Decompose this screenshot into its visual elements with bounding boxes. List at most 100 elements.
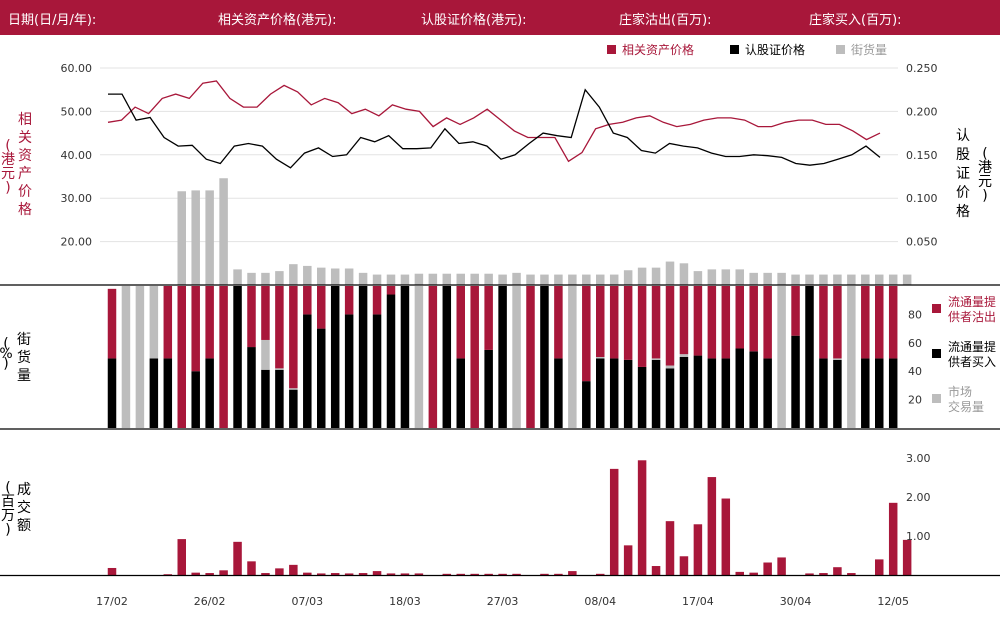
turnover-tick-label: 2.00 <box>906 491 931 504</box>
bought-bar <box>456 358 465 428</box>
axis-title-char: 量 <box>17 368 31 384</box>
header-date-label: 日期(日/月/年): <box>8 13 97 28</box>
sold-bar <box>665 286 675 366</box>
legend-label: 认股证价格 <box>745 42 805 57</box>
axis-title-char: 格 <box>18 202 32 218</box>
sold-bar <box>163 286 173 359</box>
outstanding-bar <box>651 267 661 285</box>
sold-bar <box>428 286 438 428</box>
bought-bar <box>721 358 731 428</box>
legend-swatch <box>932 349 941 358</box>
header-underlying-price-label: 相关资产价格(港元): <box>218 13 337 28</box>
bought-bar <box>637 366 647 428</box>
left-tick-label: 50.00 <box>61 105 93 118</box>
turnover-axis-unit: (百万) <box>1 480 15 538</box>
axis-title-char: ( <box>3 336 8 352</box>
x-tick-label: 27/03 <box>487 595 519 608</box>
turnover-bar <box>805 573 814 575</box>
left-tick-label: 60.00 <box>61 62 93 75</box>
bought-bar <box>651 359 661 428</box>
bought-bar <box>861 358 870 428</box>
outstanding-bar <box>261 272 270 285</box>
right-tick-label: 0.150 <box>906 149 938 162</box>
turnover-bar <box>609 468 619 575</box>
turnover-bar <box>888 502 898 575</box>
pct-tick-label: 60 <box>908 337 922 350</box>
left-tick-label: 30.00 <box>61 192 93 205</box>
sold-bar <box>275 286 284 369</box>
turnover-bar <box>470 573 479 575</box>
turnover-bar <box>721 498 731 575</box>
bought-bar <box>888 358 898 428</box>
legend-swatch <box>730 45 739 54</box>
axis-title-char: % <box>0 346 13 362</box>
market-bar <box>414 286 424 428</box>
turnover-bar <box>847 573 856 575</box>
axis-title-char: ( <box>982 146 987 162</box>
bought-bar <box>875 358 884 428</box>
outstanding-bar <box>484 273 493 285</box>
sold-bar <box>707 286 717 359</box>
sold-bar <box>596 286 605 357</box>
sold-bar <box>372 286 382 315</box>
x-tick-label: 08/04 <box>584 595 616 608</box>
outstanding-bar <box>791 274 800 285</box>
outstanding-bar <box>721 269 731 285</box>
axis-title-char: 百 <box>1 494 15 510</box>
market-bar <box>261 339 270 370</box>
turnover-bar <box>777 557 786 575</box>
bought-bar <box>107 358 117 428</box>
x-tick-label: 17/04 <box>682 595 714 608</box>
bought-bar <box>833 359 842 428</box>
turnover-bar <box>651 566 661 575</box>
outstanding-bar <box>512 272 521 285</box>
axis-title-char: 交 <box>17 499 31 516</box>
turnover-bar <box>833 567 842 575</box>
legend-label-line1: 市场 <box>948 384 972 399</box>
bought-bar <box>344 314 354 428</box>
outstanding-bar <box>707 269 717 285</box>
sold-bar <box>833 286 842 359</box>
sold-bar <box>344 286 354 315</box>
legend-label-line1: 流通量提 <box>948 294 996 309</box>
bought-bar <box>303 314 312 428</box>
outstanding-bar <box>233 269 242 285</box>
sold-bar <box>107 288 117 359</box>
left-axis-unit: (港元) <box>1 138 15 196</box>
outstanding-bar <box>247 272 256 285</box>
sold-bar <box>637 286 647 367</box>
sold-bar <box>470 286 479 428</box>
turnover-bar <box>819 573 828 575</box>
outstanding-panel: 80 60 40 20 街货量 (%) <box>0 286 1000 430</box>
bought-bar <box>163 358 173 428</box>
turnover-bar <box>498 573 507 575</box>
sold-bar <box>317 286 326 329</box>
outstanding-bar <box>498 274 507 285</box>
outstanding-bar <box>289 264 298 285</box>
outstanding-bar <box>400 274 410 285</box>
bought-bar <box>191 371 200 428</box>
sold-bar <box>261 286 270 340</box>
bought-bar <box>400 286 410 428</box>
bought-bar <box>554 358 563 428</box>
turnover-bar <box>261 573 270 575</box>
sold-bar <box>679 286 689 355</box>
axis-title-char: 港 <box>978 160 992 176</box>
bought-bar <box>484 349 493 428</box>
turnover-bar <box>386 573 396 575</box>
outstanding-bar <box>805 274 814 285</box>
bought-bar <box>247 347 256 428</box>
axis-title-char: 价 <box>956 185 970 201</box>
axis-title-char: 相 <box>18 112 32 128</box>
outstanding-bar <box>582 274 591 285</box>
left-tick-label: 20.00 <box>61 236 93 249</box>
axis-title-char: 股 <box>956 147 970 163</box>
outstanding-bar <box>609 274 619 285</box>
x-tick-label: 30/04 <box>780 595 812 608</box>
axis-title-char: 认 <box>956 128 970 144</box>
turnover-bar <box>247 561 256 575</box>
bought-bar <box>763 358 772 428</box>
underlying-price-line <box>107 80 881 163</box>
outstanding-bar <box>372 274 382 285</box>
bought-bar <box>275 369 284 428</box>
